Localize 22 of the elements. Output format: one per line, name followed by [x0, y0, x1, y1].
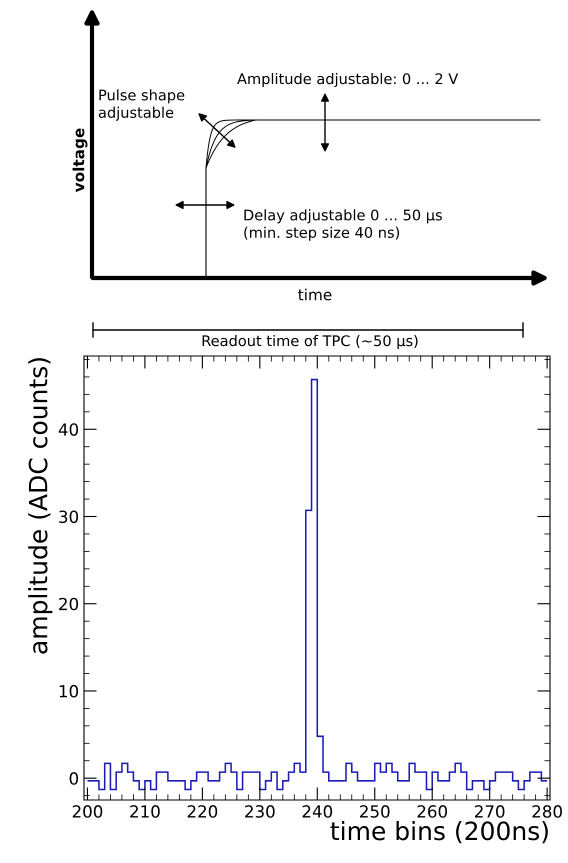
text: Readout time of TPC (~50 µs)	[202, 334, 418, 350]
x-tick-label: 250	[360, 805, 390, 818]
text: Delay adjustable 0 ... 50 µs (min. step size 40 ns)	[244, 209, 442, 241]
x-tick-label: 230	[245, 805, 275, 818]
x-tick-label: 200	[72, 805, 102, 818]
y-axis-title: amplitude (ADC counts)	[28, 358, 52, 654]
x-tick-label: 220	[188, 805, 218, 818]
text: voltage	[72, 128, 88, 192]
x-tick-label: 270	[474, 805, 504, 818]
y-tick-label: 40	[58, 423, 78, 436]
y-tick-label: 30	[59, 510, 78, 524]
text: time	[298, 288, 332, 300]
text: Amplitude adjustable: 0 ... 2 V	[237, 72, 458, 88]
y-tick-label: 20	[59, 598, 78, 610]
x-tick-label: 280	[532, 805, 562, 818]
x-tick-label: 210	[130, 805, 160, 818]
y-tick-label: 0	[70, 772, 78, 785]
text: Pulse shape adjustable	[98, 89, 184, 121]
x-tick-label: 260	[418, 805, 448, 818]
x-axis-title: time bins (200ns)	[330, 820, 548, 844]
x-tick-label: 240	[302, 805, 332, 818]
y-tick-label: 10	[60, 684, 78, 698]
